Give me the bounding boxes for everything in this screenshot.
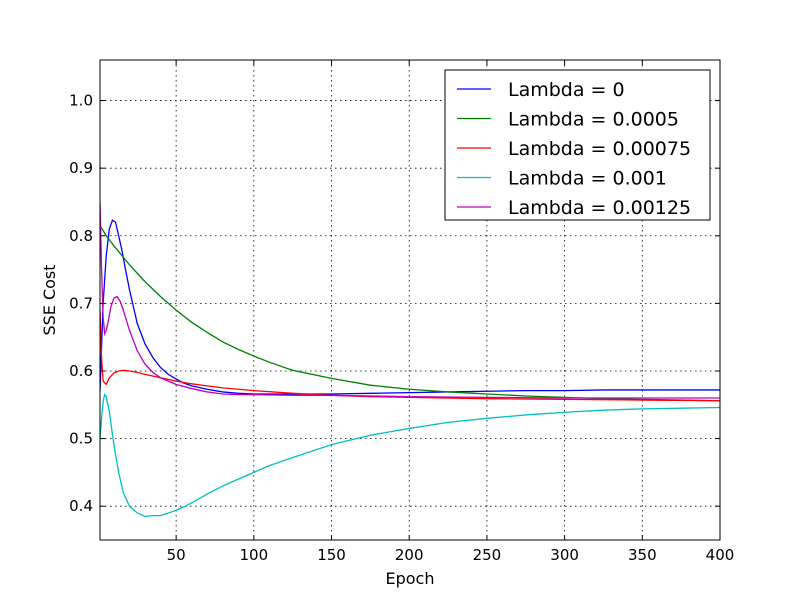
legend-label-2: Lambda = 0.00075 [508, 138, 691, 160]
plot-area-frame [99, 59, 721, 541]
x-tick-label: 250 [473, 546, 502, 564]
x-tick-label: 300 [550, 546, 579, 564]
x-tick-label: 50 [167, 546, 186, 564]
x-tick-label: 400 [706, 546, 735, 564]
legend: Lambda = 0 Lambda = 0.0005 Lambda = 0.0007… [444, 69, 711, 221]
legend-label-4: Lambda = 0.00125 [508, 197, 691, 219]
axis-ticks: 50 100 150 200 250 300 350 400 0.4 0.5 0.6 0.7 0.8 0.… [69, 60, 734, 564]
legend-box [444, 69, 711, 221]
x-tick-label: 100 [240, 546, 269, 564]
x-axis-label: Epoch [386, 569, 435, 588]
y-axis-label: SSE Cost [40, 264, 59, 335]
x-tick-label: 150 [317, 546, 346, 564]
y-tick-label: 0.5 [69, 430, 93, 448]
legend-label-3: Lambda = 0.001 [508, 168, 667, 190]
y-tick-label: 0.8 [69, 227, 93, 245]
x-tick-label: 350 [628, 546, 657, 564]
series-lines [100, 201, 720, 518]
x-tick-label: 200 [395, 546, 424, 564]
series-line-3 [100, 393, 720, 518]
series-line-2 [100, 310, 720, 402]
legend-label-0: Lambda = 0 [508, 79, 625, 101]
y-tick-label: 0.4 [69, 497, 93, 515]
series-line-4 [100, 201, 720, 399]
legend-label-1: Lambda = 0.0005 [508, 109, 679, 131]
series-line-1 [100, 225, 720, 402]
y-tick-label: 0.9 [69, 159, 93, 177]
series-line-0 [100, 219, 720, 395]
y-tick-label: 1.0 [69, 92, 93, 110]
y-tick-label: 0.6 [69, 362, 93, 380]
y-tick-label: 0.7 [69, 294, 93, 312]
